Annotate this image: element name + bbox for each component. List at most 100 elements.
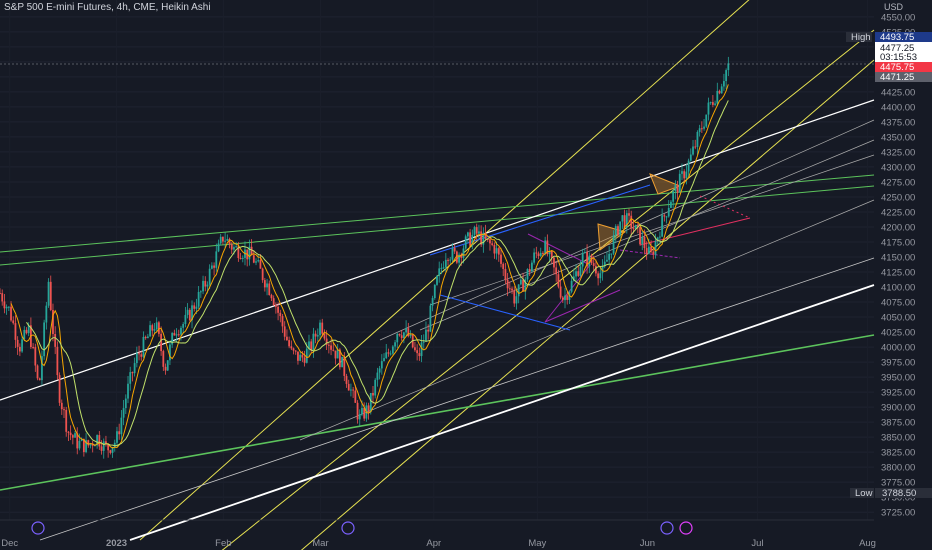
candle-body	[623, 215, 626, 228]
candle-body	[617, 226, 619, 236]
candle-body	[325, 338, 328, 345]
candle-body	[495, 248, 498, 254]
time-tick-label: Jul	[751, 538, 763, 549]
grey-price-tag: 4471.25	[875, 72, 932, 83]
candle-body	[255, 261, 257, 263]
candle-body	[133, 363, 136, 374]
price-axis[interactable]: 3725.00 3750.00 3775.00 3800.00 3825.00 3850.…	[881, 12, 915, 518]
grey-value: 4471.25	[880, 72, 914, 83]
candle-body	[237, 246, 240, 259]
candle-body	[140, 354, 143, 357]
dividend-icon[interactable]	[31, 521, 45, 535]
candle-body	[323, 333, 326, 339]
candle-body	[451, 247, 454, 260]
high-label: High	[851, 32, 871, 43]
candle-body	[219, 236, 222, 244]
candle-body	[272, 298, 275, 305]
candles	[0, 56, 730, 459]
candle-body	[297, 351, 299, 361]
time-axis[interactable]: Dec 2023 Feb Mar Apr May Jun Jul Aug	[0, 519, 876, 549]
candle-body	[398, 333, 401, 336]
candle-body	[438, 268, 441, 276]
candle-body	[197, 291, 200, 307]
candle-body	[142, 336, 145, 357]
event-markers[interactable]	[31, 521, 693, 535]
candle-body	[387, 352, 390, 354]
candle-body	[606, 259, 608, 262]
last-price-tag: 4477.25 03:15:53	[875, 42, 932, 63]
candle-body	[597, 273, 600, 279]
candle-body	[290, 346, 293, 349]
candle-body	[78, 440, 81, 449]
candle-body	[480, 231, 483, 245]
candle-body	[621, 215, 624, 222]
price-tick-label: 4150.00	[881, 252, 915, 263]
candle-body	[599, 273, 602, 279]
candle-body	[347, 383, 350, 391]
low-label: Low	[855, 488, 873, 499]
candle-body	[58, 375, 61, 403]
candle-body	[41, 356, 43, 381]
flash-icon[interactable]	[679, 521, 693, 535]
candle-body	[186, 309, 189, 315]
candle-body	[561, 297, 564, 301]
candle-body	[43, 322, 46, 357]
candle-body	[175, 334, 178, 336]
candle-body	[34, 347, 37, 366]
price-tick-label: 3725.00	[881, 508, 915, 519]
candle-body	[694, 146, 697, 148]
price-tick-label: 3900.00	[881, 403, 915, 414]
candle-body	[665, 216, 668, 218]
candle-body	[380, 361, 383, 369]
candle-body	[676, 184, 679, 193]
candle-body	[508, 288, 511, 290]
candle-body	[447, 259, 449, 261]
candle-body	[394, 342, 396, 347]
candle-body	[619, 221, 622, 236]
candle-body	[550, 250, 553, 258]
dividend-icon[interactable]	[341, 521, 355, 535]
candle-body	[656, 237, 659, 242]
candle-body	[208, 268, 211, 285]
candle-body	[374, 379, 377, 396]
candle-body	[458, 254, 460, 263]
candle-body	[144, 336, 147, 339]
price-tick-label: 4275.00	[881, 177, 915, 188]
candle-body	[718, 90, 721, 94]
candle-body	[440, 267, 443, 269]
candle-body	[67, 431, 70, 433]
candle-body	[270, 295, 273, 299]
dividend-icon[interactable]	[660, 521, 674, 535]
candle-body	[418, 353, 421, 357]
candle-body	[511, 288, 513, 291]
candle-body	[303, 357, 306, 363]
price-tick-label: 3825.00	[881, 448, 915, 459]
candle-body	[674, 184, 677, 192]
candle-body	[570, 280, 573, 292]
yellow-channel-line	[300, 59, 875, 550]
price-tick-label: 4550.00	[881, 12, 915, 23]
candle-body	[707, 102, 710, 115]
candle-body	[164, 366, 167, 371]
ma-slow-line	[26, 100, 729, 447]
candle-body	[332, 349, 335, 351]
orange-pattern	[649, 173, 682, 195]
candle-body	[709, 102, 712, 104]
symbol-title[interactable]: S&P 500 E-mini Futures, 4h, CME, Heikin …	[4, 2, 211, 13]
candle-body	[491, 243, 494, 245]
candle-body	[396, 333, 399, 343]
candle-body	[705, 114, 708, 127]
candle-body	[341, 356, 343, 368]
candle-body	[23, 329, 26, 340]
candle-body	[195, 306, 198, 309]
price-tick-label: 3775.00	[881, 478, 915, 489]
white-trendline	[0, 99, 875, 401]
price-tick-label: 4250.00	[881, 192, 915, 203]
candle-body	[54, 334, 57, 347]
red-projection-line	[639, 217, 751, 246]
candle-body	[162, 351, 165, 367]
candle-body	[608, 253, 611, 260]
candle-body	[191, 305, 193, 321]
candle-body	[160, 333, 163, 352]
